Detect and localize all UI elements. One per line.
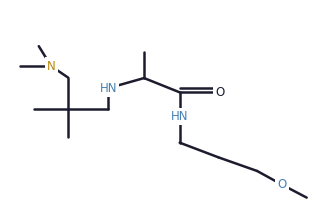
Text: HN: HN [171,110,188,123]
Text: O: O [277,178,287,191]
Text: HN: HN [100,82,117,95]
Text: O: O [215,86,225,99]
Text: N: N [47,60,56,73]
